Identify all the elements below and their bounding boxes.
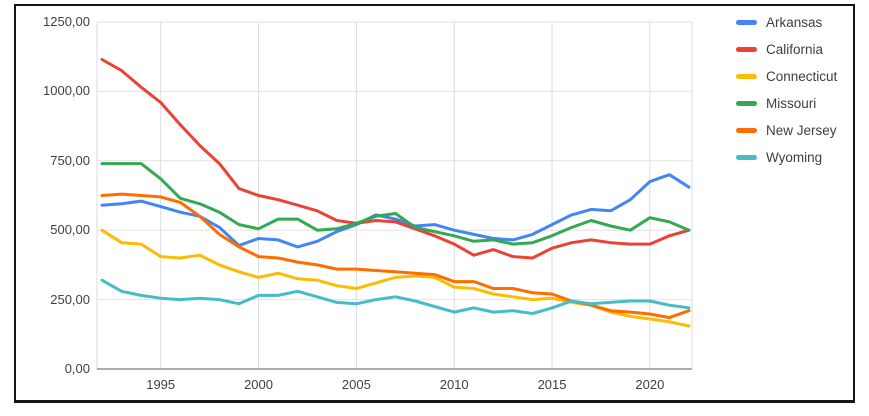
- x-axis-tick-label: 2010: [439, 377, 469, 392]
- legend-label: Connecticut: [766, 69, 838, 84]
- legend-item-wyoming[interactable]: Wyoming: [736, 149, 837, 166]
- legend-swatch-icon: [736, 128, 757, 133]
- x-axis-tick-label: 2005: [341, 377, 371, 392]
- legend-label: Wyoming: [766, 150, 823, 165]
- y-axis-tick-label: 500,00: [50, 222, 90, 238]
- legend-label: California: [766, 42, 824, 57]
- x-axis-tick-label: 2015: [537, 377, 567, 392]
- series-line-wyoming: [100, 278, 691, 315]
- legend-swatch-icon: [736, 101, 757, 106]
- legend-swatch-icon: [736, 74, 757, 79]
- x-axis-tick-label: 1995: [146, 377, 176, 392]
- legend-item-arkansas[interactable]: Arkansas: [736, 14, 837, 31]
- y-axis-tick-label: 0,00: [64, 361, 90, 376]
- y-axis-tick-label: 250,00: [50, 291, 90, 307]
- legend-item-connecticut[interactable]: Connecticut: [736, 68, 837, 85]
- legend-item-new-jersey[interactable]: New Jersey: [736, 122, 837, 139]
- series-line-missouri: [100, 162, 691, 246]
- legend-item-california[interactable]: California: [736, 41, 837, 58]
- y-axis-tick-label: 1000,00: [43, 83, 90, 99]
- legend-swatch-icon: [736, 20, 757, 25]
- legend-item-missouri[interactable]: Missouri: [736, 95, 837, 112]
- legend-label: Arkansas: [766, 15, 823, 30]
- y-axis-tick-label: 1250,00: [43, 14, 90, 29]
- legend-label: New Jersey: [766, 123, 837, 138]
- x-axis-tick-label: 2000: [244, 377, 273, 392]
- y-axis-tick-label: 750,00: [50, 152, 90, 168]
- series-line-california: [100, 58, 691, 260]
- chart-legend: Arkansas California Connecticut Missouri New…: [736, 14, 837, 176]
- legend-label: Missouri: [766, 96, 817, 111]
- legend-swatch-icon: [736, 47, 757, 52]
- legend-swatch-icon: [736, 155, 757, 160]
- x-axis-tick-label: 2020: [635, 377, 665, 392]
- series-line-connecticut: [100, 228, 691, 328]
